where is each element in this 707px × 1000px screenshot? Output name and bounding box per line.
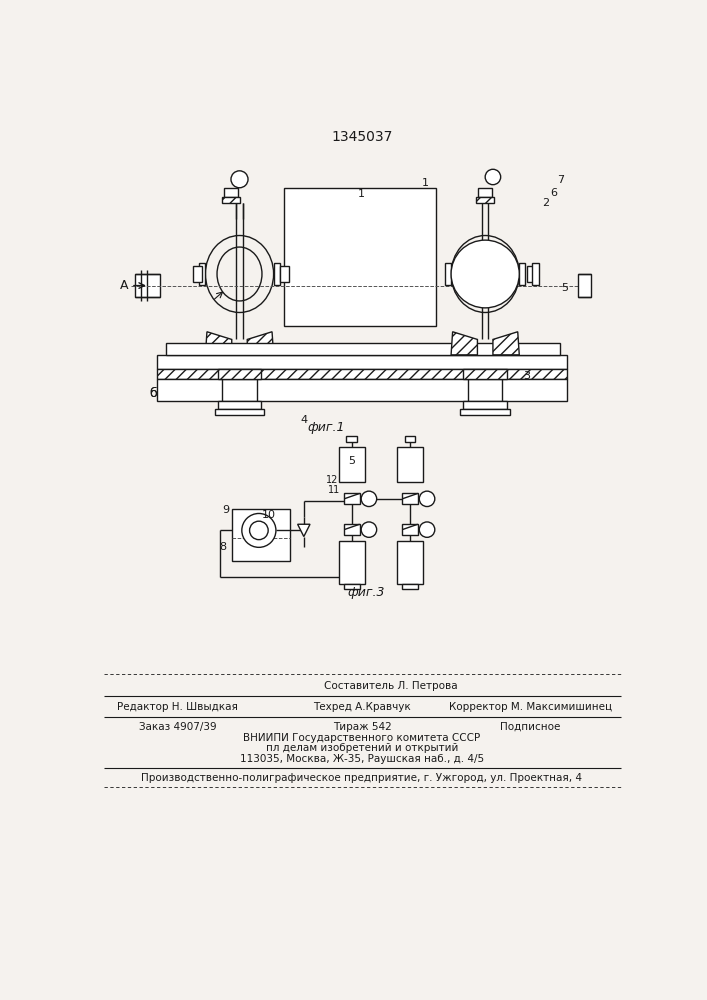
- Polygon shape: [298, 524, 310, 537]
- Bar: [135, 274, 160, 297]
- Bar: [464, 401, 507, 409]
- Bar: [578, 274, 590, 297]
- Bar: [397, 541, 423, 584]
- Polygon shape: [247, 332, 274, 355]
- Polygon shape: [493, 332, 519, 355]
- Bar: [156, 369, 567, 379]
- Text: 6: 6: [551, 188, 558, 198]
- Text: 113035, Москва, Ж-35, Раушская наб., д. 4/5: 113035, Москва, Ж-35, Раушская наб., д. …: [240, 754, 484, 764]
- Circle shape: [231, 171, 248, 188]
- Circle shape: [250, 521, 268, 540]
- Bar: [224, 188, 238, 197]
- Circle shape: [419, 522, 435, 537]
- Bar: [402, 524, 418, 535]
- Bar: [344, 493, 360, 504]
- Text: Тираж 542: Тираж 542: [332, 722, 392, 732]
- Text: 4: 4: [300, 415, 308, 425]
- Text: 12: 12: [327, 475, 339, 485]
- Bar: [478, 188, 492, 197]
- Circle shape: [361, 522, 377, 537]
- Text: б: б: [149, 387, 156, 400]
- Bar: [218, 401, 261, 409]
- Polygon shape: [206, 332, 232, 355]
- Bar: [445, 263, 451, 285]
- Text: 7: 7: [558, 175, 565, 185]
- Text: 5: 5: [561, 283, 568, 293]
- Text: 11: 11: [328, 485, 340, 495]
- Bar: [404, 436, 416, 442]
- Text: 1: 1: [358, 189, 365, 199]
- Bar: [166, 343, 559, 355]
- Text: б: б: [149, 387, 156, 400]
- Bar: [222, 197, 240, 203]
- Text: 2: 2: [542, 198, 549, 208]
- Bar: [397, 447, 423, 482]
- Bar: [344, 524, 360, 535]
- Bar: [460, 409, 510, 415]
- Text: Корректор М. Максимишинец: Корректор М. Максимишинец: [448, 702, 612, 712]
- Bar: [215, 409, 264, 415]
- Polygon shape: [451, 332, 477, 355]
- Text: фиг.3: фиг.3: [347, 586, 385, 599]
- Text: 1345037: 1345037: [332, 130, 392, 144]
- Text: 8: 8: [219, 542, 226, 552]
- Bar: [346, 436, 357, 442]
- Bar: [199, 263, 206, 285]
- Bar: [532, 263, 539, 285]
- Text: Производственно-полиграфическое предприятие, г. Ужгород, ул. Проектная, 4: Производственно-полиграфическое предприя…: [141, 773, 583, 783]
- Bar: [156, 355, 567, 369]
- Bar: [402, 493, 418, 504]
- Bar: [464, 369, 507, 379]
- Bar: [519, 263, 525, 285]
- Circle shape: [242, 513, 276, 547]
- Bar: [476, 197, 494, 203]
- Text: ВНИИПИ Государственного комитета СССР: ВНИИПИ Государственного комитета СССР: [243, 733, 481, 743]
- Bar: [468, 379, 502, 401]
- Bar: [527, 266, 538, 282]
- Bar: [223, 379, 257, 401]
- Circle shape: [451, 240, 519, 308]
- Text: 1: 1: [422, 178, 429, 188]
- Bar: [193, 266, 202, 282]
- Text: 10: 10: [262, 510, 276, 520]
- Text: фиг.1: фиг.1: [308, 422, 345, 434]
- Text: 3: 3: [522, 371, 530, 381]
- Text: А: А: [119, 279, 128, 292]
- Text: Редактор Н. Швыдкая: Редактор Н. Швыдкая: [117, 702, 238, 712]
- Bar: [280, 266, 289, 282]
- Bar: [232, 509, 290, 561]
- Circle shape: [485, 169, 501, 185]
- Bar: [274, 263, 280, 285]
- Text: Заказ 4907/39: Заказ 4907/39: [139, 722, 216, 732]
- Text: 5: 5: [349, 456, 356, 466]
- Bar: [284, 188, 436, 326]
- Bar: [402, 584, 418, 589]
- Bar: [218, 369, 261, 379]
- Text: Составитель Л. Петрова: Составитель Л. Петрова: [324, 681, 457, 691]
- Text: 9: 9: [222, 505, 229, 515]
- Circle shape: [361, 491, 377, 507]
- Bar: [339, 447, 365, 482]
- Circle shape: [419, 491, 435, 507]
- Text: Подписное: Подписное: [500, 722, 561, 732]
- Bar: [344, 584, 360, 589]
- Bar: [339, 541, 365, 584]
- Text: пл делам изобретений и открытий: пл делам изобретений и открытий: [266, 743, 458, 753]
- Bar: [156, 379, 567, 401]
- Text: Техред А.Кравчук: Техред А.Кравчук: [313, 702, 411, 712]
